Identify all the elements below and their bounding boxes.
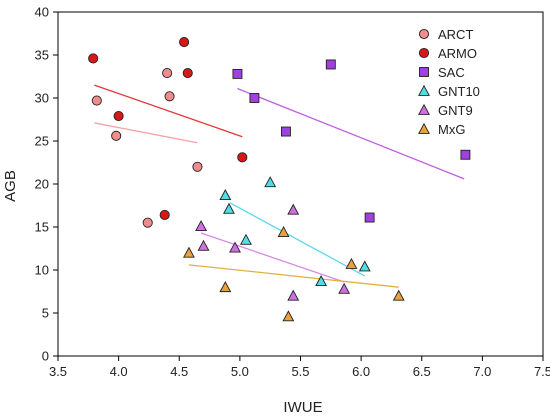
y-tick-label: 15: [35, 220, 49, 235]
x-tick-label: 4.5: [170, 364, 188, 379]
point-gnt10: [239, 233, 252, 245]
point-arct: [192, 161, 203, 172]
legend-label-gnt10: GNT10: [438, 84, 480, 99]
point-gnt10: [219, 189, 232, 201]
point-mxg: [392, 289, 405, 301]
point-sac: [364, 212, 375, 223]
y-axis-title: AGB: [2, 170, 19, 202]
point-arct: [111, 130, 122, 141]
legend-label-gnt9: GNT9: [438, 103, 473, 118]
legend-marker-gnt10: [418, 84, 430, 96]
point-gnt9: [197, 239, 210, 251]
x-tick-label: 6.0: [352, 364, 370, 379]
x-axis-ticks: 3.5 4.0 4.5 5.0 5.5 6.0 6.5 7.0 7.5: [49, 356, 550, 379]
point-sac: [325, 59, 336, 70]
x-tick-label: 7.0: [473, 364, 491, 379]
y-tick-label: 25: [35, 134, 49, 149]
legend-marker-mxg: [418, 122, 430, 134]
x-tick-label: 4.0: [110, 364, 128, 379]
y-tick-label: 20: [35, 177, 49, 192]
x-axis-title: IWUE: [283, 399, 322, 416]
point-arct: [162, 68, 173, 79]
legend: ARCT ARMO SAC GNT10 GNT9 MxG: [418, 27, 480, 137]
y-tick-label: 35: [35, 48, 49, 63]
point-mxg: [277, 226, 290, 238]
point-arct: [164, 91, 175, 102]
point-sac: [460, 149, 471, 160]
trend-line-sac: [237, 87, 465, 180]
x-tick-label: 6.5: [413, 364, 431, 379]
trend-line-armo: [94, 84, 243, 138]
legend-label-mxg: MxG: [438, 122, 465, 137]
point-mxg: [219, 281, 232, 293]
point-armo: [113, 111, 124, 122]
y-tick-label: 40: [35, 5, 49, 20]
trend-line-gnt10: [229, 202, 366, 277]
legend-label-sac: SAC: [438, 65, 465, 80]
x-tick-label: 3.5: [49, 364, 67, 379]
y-axis-ticks: 0 5 10 15 20 25 30 35 40: [35, 5, 58, 364]
point-armo: [182, 68, 193, 79]
legend-marker-arct: [418, 28, 430, 40]
point-mxg: [182, 246, 195, 258]
point-arct: [142, 217, 153, 228]
point-mxg: [282, 310, 295, 322]
point-gnt9: [287, 203, 300, 215]
plot-border: [57, 11, 544, 357]
point-sac: [232, 68, 243, 79]
trend-line-mxg: [188, 264, 399, 288]
y-tick-label: 10: [35, 263, 49, 278]
y-tick-label: 0: [42, 349, 49, 364]
trend-line-gnt9: [200, 232, 345, 283]
point-armo: [88, 53, 99, 64]
legend-marker-sac: [419, 67, 429, 77]
point-sac: [249, 93, 260, 103]
legend-marker-armo: [418, 47, 430, 59]
y-tick-label: 5: [42, 306, 49, 321]
point-gnt10: [264, 176, 277, 188]
point-armo: [159, 209, 170, 221]
point-gnt9: [229, 241, 241, 253]
legend-marker-gnt9: [418, 103, 430, 115]
point-mxg: [345, 257, 358, 269]
point-gnt9: [287, 289, 300, 301]
data-points: [88, 37, 471, 322]
point-gnt10: [358, 260, 371, 272]
point-gnt9: [195, 219, 208, 232]
trend-lines: [94, 84, 465, 288]
point-armo: [237, 152, 248, 163]
point-armo: [179, 37, 190, 48]
legend-label-armo: ARMO: [438, 46, 477, 61]
legend-label-arct: ARCT: [438, 27, 473, 42]
point-sac: [281, 126, 291, 137]
x-tick-label: 7.5: [534, 364, 550, 379]
y-tick-label: 30: [35, 91, 49, 106]
plot-frame: [57, 11, 544, 357]
point-gnt10: [315, 275, 328, 287]
x-tick-label: 5.5: [291, 364, 309, 379]
point-arct: [91, 95, 102, 106]
point-gnt9: [338, 282, 351, 294]
x-tick-label: 5.0: [231, 364, 249, 379]
point-gnt10: [223, 202, 235, 214]
trend-line-arct: [94, 122, 198, 144]
